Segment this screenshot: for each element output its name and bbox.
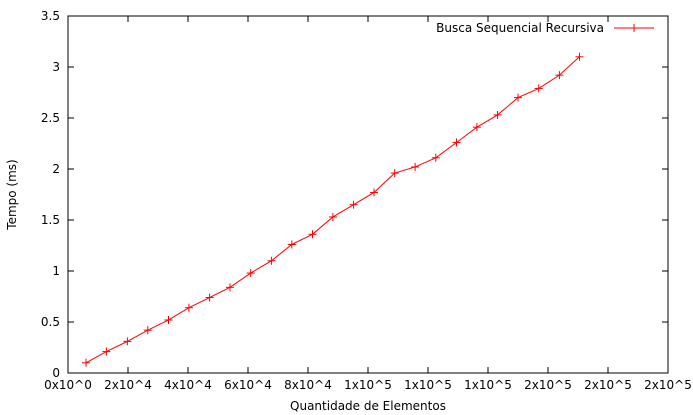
data-point [123, 337, 132, 346]
data-point [472, 123, 481, 132]
x-tick-label: 1x10^5 [464, 378, 512, 392]
data-point [102, 347, 111, 356]
data-point [452, 138, 461, 147]
x-tick-label: 1x10^5 [404, 378, 452, 392]
data-point [267, 256, 276, 265]
x-axis: 0x10^0 2x10^4 4x10^4 6x10^4 8x10^4 1x10^5 1x10… [44, 16, 692, 392]
x-tick-label: 0x10^0 [44, 378, 92, 392]
legend-marker [630, 24, 638, 32]
data-point [493, 110, 502, 119]
data-point [514, 93, 522, 102]
data-point [555, 71, 564, 80]
x-tick-label: 2x10^4 [104, 378, 152, 392]
y-tick-label: 3 [52, 60, 60, 74]
data-point [411, 162, 420, 171]
y-tick-label: 1 [52, 264, 60, 278]
y-tick-label: 0 [52, 366, 60, 380]
data-point [205, 293, 214, 302]
x-tick-label: 2x10^5 [644, 378, 692, 392]
y-tick-label: 3.5 [41, 9, 60, 23]
y-axis: 0 0.5 1 1.5 2 2.5 3 3.5 [41, 9, 668, 380]
data-point [184, 303, 193, 312]
x-tick-label: 4x10^4 [164, 378, 212, 392]
y-tick-label: 2 [52, 162, 60, 176]
y-axis-label: Tempo (ms) [5, 159, 19, 230]
x-tick-label: 2x10^5 [584, 378, 632, 392]
data-point [82, 358, 90, 367]
x-tick-label: 2x10^5 [524, 378, 572, 392]
series-line [85, 56, 580, 364]
data-point [226, 283, 234, 292]
data-point [390, 169, 399, 178]
data-point [431, 153, 440, 162]
data-point [370, 188, 378, 197]
data-point [328, 212, 337, 221]
x-tick-label: 1x10^5 [344, 378, 392, 392]
x-tick-label: 6x10^4 [224, 378, 272, 392]
data-point [308, 230, 317, 239]
y-tick-label: 1.5 [41, 213, 60, 227]
x-tick-label: 8x10^4 [284, 378, 332, 392]
x-axis-label: Quantidade de Elementos [290, 399, 446, 413]
data-point [575, 52, 584, 61]
data-point [349, 200, 358, 209]
data-point [287, 240, 296, 249]
series-layer [82, 52, 584, 367]
plot-border [67, 15, 669, 374]
data-point [164, 315, 173, 324]
y-tick-label: 2.5 [41, 111, 60, 125]
data-point [534, 84, 543, 93]
plot-frame [67, 15, 669, 374]
data-point [143, 326, 152, 335]
legend: Busca Sequencial Recursiva [436, 21, 654, 35]
legend-label: Busca Sequencial Recursiva [436, 21, 604, 35]
y-tick-label: 0.5 [41, 315, 60, 329]
data-point [246, 269, 255, 278]
